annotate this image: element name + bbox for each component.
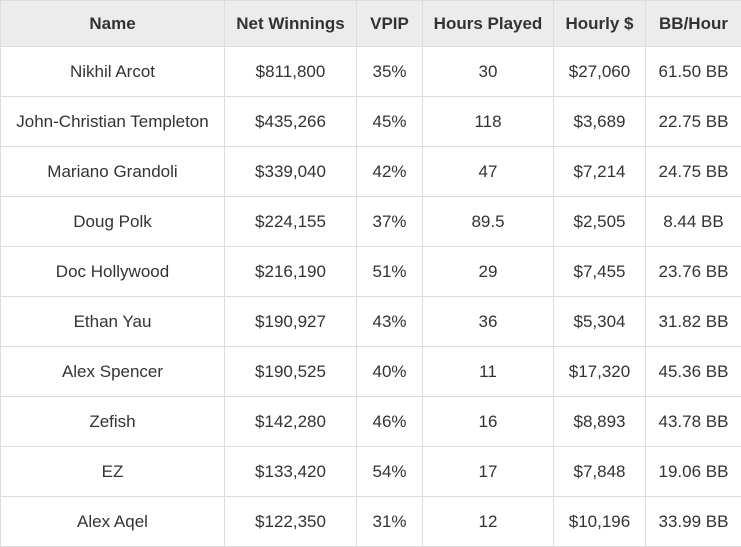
cell-name: John-Christian Templeton xyxy=(1,97,225,147)
cell-name: Doug Polk xyxy=(1,197,225,247)
cell-bb-hour: 43.78 BB xyxy=(646,397,741,447)
table-row: Ethan Yau $190,927 43% 36 $5,304 31.82 B… xyxy=(1,297,741,347)
cell-vpip: 35% xyxy=(357,47,423,97)
table-row: Doc Hollywood $216,190 51% 29 $7,455 23.… xyxy=(1,247,741,297)
cell-hours-played: 47 xyxy=(423,147,554,197)
column-header-hours-played[interactable]: Hours Played xyxy=(423,1,554,47)
cell-vpip: 46% xyxy=(357,397,423,447)
column-header-net-winnings[interactable]: Net Winnings xyxy=(225,1,357,47)
column-header-vpip[interactable]: VPIP xyxy=(357,1,423,47)
cell-name: Nikhil Arcot xyxy=(1,47,225,97)
cell-name: Alex Aqel xyxy=(1,497,225,547)
cell-hours-played: 36 xyxy=(423,297,554,347)
cell-hourly: $17,320 xyxy=(554,347,646,397)
cell-hourly: $2,505 xyxy=(554,197,646,247)
cell-net-winnings: $142,280 xyxy=(225,397,357,447)
cell-net-winnings: $811,800 xyxy=(225,47,357,97)
cell-hours-played: 29 xyxy=(423,247,554,297)
column-header-name[interactable]: Name xyxy=(1,1,225,47)
cell-hourly: $7,455 xyxy=(554,247,646,297)
cell-name: Mariano Grandoli xyxy=(1,147,225,197)
column-header-hourly[interactable]: Hourly $ xyxy=(554,1,646,47)
table-row: John-Christian Templeton $435,266 45% 11… xyxy=(1,97,741,147)
cell-name: Zefish xyxy=(1,397,225,447)
cell-name: Ethan Yau xyxy=(1,297,225,347)
cell-net-winnings: $190,525 xyxy=(225,347,357,397)
cell-hourly: $27,060 xyxy=(554,47,646,97)
cell-name: Alex Spencer xyxy=(1,347,225,397)
cell-vpip: 37% xyxy=(357,197,423,247)
cell-hours-played: 89.5 xyxy=(423,197,554,247)
cell-bb-hour: 23.76 BB xyxy=(646,247,741,297)
cell-hours-played: 30 xyxy=(423,47,554,97)
cell-net-winnings: $133,420 xyxy=(225,447,357,497)
cell-bb-hour: 24.75 BB xyxy=(646,147,741,197)
cell-net-winnings: $224,155 xyxy=(225,197,357,247)
table-row: Alex Aqel $122,350 31% 12 $10,196 33.99 … xyxy=(1,497,741,547)
table-row: Nikhil Arcot $811,800 35% 30 $27,060 61.… xyxy=(1,47,741,97)
cell-hours-played: 12 xyxy=(423,497,554,547)
cell-vpip: 42% xyxy=(357,147,423,197)
table-body: Nikhil Arcot $811,800 35% 30 $27,060 61.… xyxy=(1,47,741,547)
cell-bb-hour: 8.44 BB xyxy=(646,197,741,247)
column-header-bb-hour[interactable]: BB/Hour xyxy=(646,1,741,47)
table-row: EZ $133,420 54% 17 $7,848 19.06 BB xyxy=(1,447,741,497)
cell-net-winnings: $190,927 xyxy=(225,297,357,347)
cell-hourly: $7,848 xyxy=(554,447,646,497)
cell-bb-hour: 22.75 BB xyxy=(646,97,741,147)
cell-hours-played: 17 xyxy=(423,447,554,497)
table-row: Mariano Grandoli $339,040 42% 47 $7,214 … xyxy=(1,147,741,197)
table-row: Doug Polk $224,155 37% 89.5 $2,505 8.44 … xyxy=(1,197,741,247)
cell-hours-played: 118 xyxy=(423,97,554,147)
header-row: Name Net Winnings VPIP Hours Played Hour… xyxy=(1,1,741,47)
cell-bb-hour: 33.99 BB xyxy=(646,497,741,547)
cell-hourly: $5,304 xyxy=(554,297,646,347)
cell-hours-played: 11 xyxy=(423,347,554,397)
cell-bb-hour: 31.82 BB xyxy=(646,297,741,347)
cell-name: Doc Hollywood xyxy=(1,247,225,297)
cell-vpip: 54% xyxy=(357,447,423,497)
cell-bb-hour: 45.36 BB xyxy=(646,347,741,397)
cell-vpip: 45% xyxy=(357,97,423,147)
cell-bb-hour: 61.50 BB xyxy=(646,47,741,97)
cell-net-winnings: $339,040 xyxy=(225,147,357,197)
cell-hourly: $3,689 xyxy=(554,97,646,147)
cell-hours-played: 16 xyxy=(423,397,554,447)
table-row: Zefish $142,280 46% 16 $8,893 43.78 BB xyxy=(1,397,741,447)
cell-net-winnings: $122,350 xyxy=(225,497,357,547)
cell-vpip: 31% xyxy=(357,497,423,547)
cell-hourly: $7,214 xyxy=(554,147,646,197)
cell-bb-hour: 19.06 BB xyxy=(646,447,741,497)
cell-vpip: 40% xyxy=(357,347,423,397)
table-row: Alex Spencer $190,525 40% 11 $17,320 45.… xyxy=(1,347,741,397)
cell-net-winnings: $216,190 xyxy=(225,247,357,297)
cell-vpip: 43% xyxy=(357,297,423,347)
cell-hourly: $8,893 xyxy=(554,397,646,447)
cell-name: EZ xyxy=(1,447,225,497)
table-header: Name Net Winnings VPIP Hours Played Hour… xyxy=(1,1,741,47)
cell-net-winnings: $435,266 xyxy=(225,97,357,147)
cell-hourly: $10,196 xyxy=(554,497,646,547)
cell-vpip: 51% xyxy=(357,247,423,297)
